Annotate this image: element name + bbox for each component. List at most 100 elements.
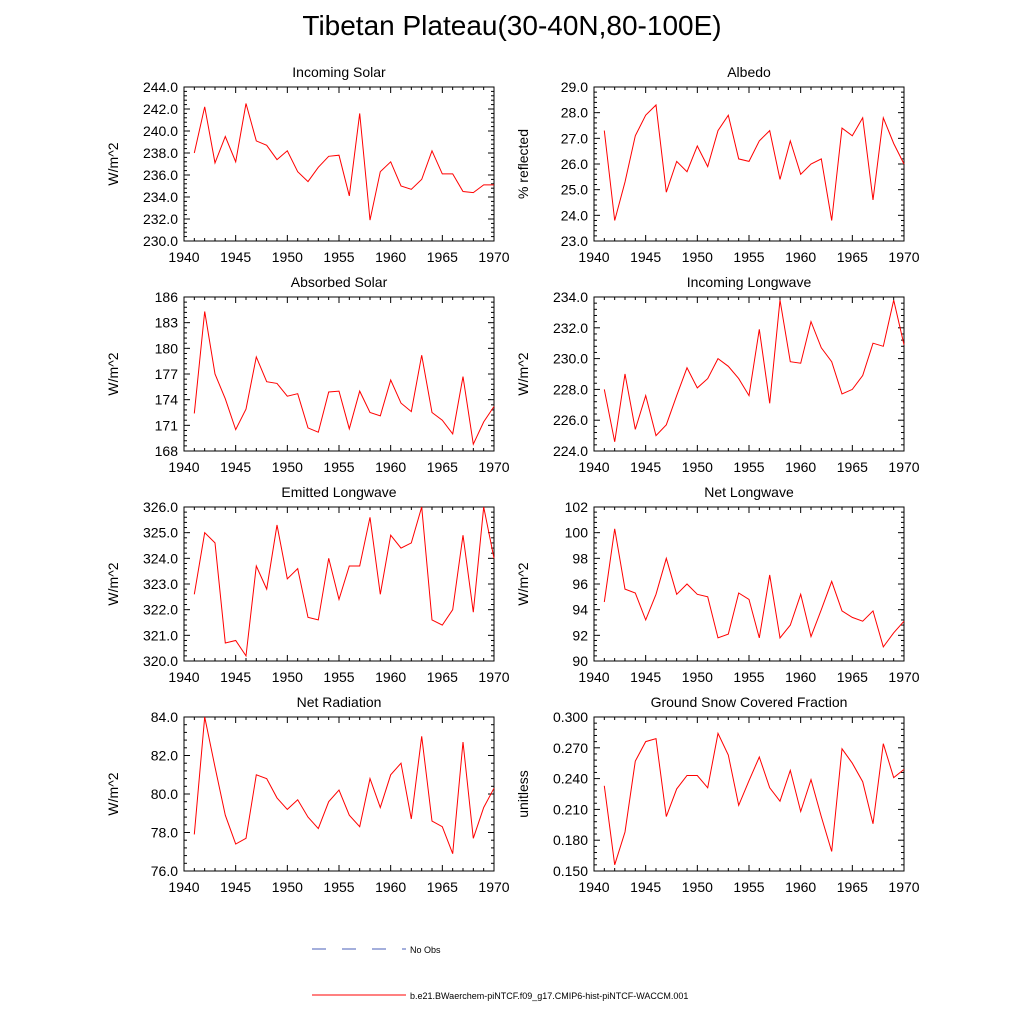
x-tick-label: 1965: [427, 249, 458, 265]
x-tick-label: 1945: [630, 669, 661, 685]
chart-panel-4: 1940 1945 1950 1955 1960 1965 1970 224.0 226.0 22…: [515, 274, 920, 475]
y-tick-label: 90: [572, 653, 588, 669]
x-tick-label: 1950: [682, 459, 713, 475]
chart-panel-2: 1940 1945 1950 1955 1960 1965 1970 23.0 24.0 25.0…: [515, 64, 920, 265]
y-tick-label: 224.0: [553, 443, 588, 459]
y-tick-label: 98: [572, 550, 588, 566]
y-axis-label: W/m^2: [515, 352, 531, 395]
y-tick-label: 174: [155, 392, 179, 408]
chart-panel-3: 1940 1945 1950 1955 1960 1965 1970 168 171 174 177…: [105, 274, 510, 475]
x-tick-label: 1940: [168, 669, 199, 685]
series-line: [193, 506, 495, 658]
y-tick-label: 78.0: [151, 825, 178, 841]
y-tick-label: 0.210: [553, 801, 588, 817]
y-tick-label: 234.0: [143, 189, 178, 205]
x-tick-label: 1965: [427, 669, 458, 685]
y-tick-label: 76.0: [151, 863, 178, 879]
plot-frame: [183, 506, 495, 662]
x-tick-label: 1950: [272, 669, 303, 685]
x-tick-label: 1970: [478, 879, 509, 895]
y-tick-label: 0.180: [553, 832, 588, 848]
x-tick-label: 1940: [168, 879, 199, 895]
x-tick-label: 1960: [785, 669, 816, 685]
y-axis-label: W/m^2: [105, 142, 121, 185]
x-tick-label: 1960: [375, 459, 406, 475]
series-line: [193, 103, 494, 221]
plot-frame: [183, 716, 495, 872]
y-tick-label: 320.0: [143, 653, 178, 669]
x-tick-label: 1945: [630, 879, 661, 895]
plot-frame: [183, 86, 495, 242]
series-line: [603, 528, 905, 649]
y-tick-label: 323.0: [143, 576, 178, 592]
x-tick-label: 1940: [578, 669, 609, 685]
y-tick-label: 180: [155, 340, 179, 356]
y-tick-label: 0.240: [553, 771, 588, 787]
plot-frame: [593, 86, 905, 242]
y-tick-label: 96: [572, 576, 588, 592]
x-tick-label: 1940: [168, 249, 199, 265]
y-tick-label: 102: [565, 499, 589, 515]
x-tick-label: 1940: [168, 459, 199, 475]
panel-title: Albedo: [727, 64, 771, 80]
y-tick-label: 244.0: [143, 79, 178, 95]
x-tick-label: 1950: [682, 669, 713, 685]
x-tick-label: 1955: [323, 249, 354, 265]
y-tick-label: 186: [155, 289, 179, 305]
y-tick-label: 0.300: [553, 709, 588, 725]
y-tick-label: 322.0: [143, 602, 178, 618]
x-tick-label: 1970: [478, 459, 509, 475]
x-tick-label: 1960: [375, 669, 406, 685]
y-tick-label: 0.270: [553, 740, 588, 756]
y-tick-label: 226.0: [553, 412, 588, 428]
y-tick-label: 94: [572, 602, 588, 618]
plot-frame: [593, 506, 905, 662]
x-tick-label: 1945: [220, 879, 251, 895]
x-tick-label: 1945: [220, 249, 251, 265]
y-tick-label: 92: [572, 627, 588, 643]
panel-title: Emitted Longwave: [281, 484, 396, 500]
plot-frame: [593, 716, 905, 872]
y-tick-label: 183: [155, 315, 179, 331]
y-tick-label: 236.0: [143, 167, 178, 183]
y-tick-label: 80.0: [151, 786, 178, 802]
x-tick-label: 1945: [630, 249, 661, 265]
y-tick-label: 29.0: [561, 79, 588, 95]
x-tick-label: 1970: [478, 249, 509, 265]
y-tick-label: 100: [565, 525, 589, 541]
x-tick-label: 1950: [272, 879, 303, 895]
y-tick-label: 232.0: [553, 320, 588, 336]
chart-panel-6: 1940 1945 1950 1955 1960 1965 1970 90 92 94 96 98 10…: [515, 484, 920, 685]
series-line: [193, 716, 495, 854]
x-tick-label: 1955: [323, 459, 354, 475]
chart-panel-5: 1940 1945 1950 1955 1960 1965 1970 320.0 321.0 32…: [105, 484, 510, 685]
y-axis-label: W/m^2: [515, 562, 531, 605]
panel-title: Net Longwave: [704, 484, 794, 500]
y-tick-label: 326.0: [143, 499, 178, 515]
y-tick-label: 325.0: [143, 525, 178, 541]
x-tick-label: 1955: [733, 249, 764, 265]
y-tick-label: 230.0: [143, 233, 178, 249]
y-tick-label: 238.0: [143, 145, 178, 161]
x-tick-label: 1965: [427, 879, 458, 895]
x-tick-label: 1970: [888, 879, 919, 895]
x-tick-label: 1940: [578, 459, 609, 475]
y-axis-label: W/m^2: [105, 772, 121, 815]
panel-title: Absorbed Solar: [291, 274, 388, 290]
y-tick-label: 232.0: [143, 211, 178, 227]
x-tick-label: 1955: [323, 879, 354, 895]
x-tick-label: 1960: [375, 249, 406, 265]
y-tick-label: 23.0: [561, 233, 588, 249]
x-tick-label: 1955: [323, 669, 354, 685]
y-tick-label: 25.0: [561, 182, 588, 198]
x-tick-label: 1960: [375, 879, 406, 895]
series-line: [193, 311, 495, 446]
x-tick-label: 1960: [785, 249, 816, 265]
y-tick-label: 0.150: [553, 863, 588, 879]
y-tick-label: 321.0: [143, 627, 178, 643]
y-tick-label: 234.0: [553, 289, 588, 305]
x-tick-label: 1940: [578, 879, 609, 895]
series-line: [603, 731, 905, 865]
x-tick-label: 1960: [785, 459, 816, 475]
